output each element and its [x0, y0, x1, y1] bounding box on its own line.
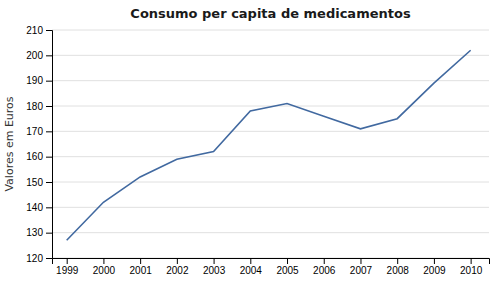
- y-tick: 120: [26, 253, 52, 264]
- y-tick-mark: [46, 182, 52, 183]
- x-tick-label: 2010: [460, 265, 483, 276]
- x-tick: 2004: [240, 258, 263, 276]
- grid-line: [52, 30, 489, 31]
- x-tick: 2008: [387, 258, 410, 276]
- x-tick-label: 2002: [166, 265, 189, 276]
- x-tick-label: 2004: [240, 265, 263, 276]
- y-axis-line: [46, 31, 53, 259]
- x-tick-label: 2000: [93, 265, 116, 276]
- x-tick-mark: [177, 258, 178, 264]
- x-tick-mark: [103, 258, 104, 264]
- x-axis: 1999 2000 2001 2002 2003 2004 2005 2006 2007 2008…: [53, 258, 490, 276]
- x-tick: 2005: [276, 258, 299, 276]
- grid-line: [52, 156, 489, 157]
- x-tick-label: 2009: [423, 265, 446, 276]
- grid-line: [52, 131, 489, 132]
- y-tick-label: 210: [26, 25, 43, 36]
- x-tick: 2001: [130, 258, 153, 276]
- x-tick-mark: [397, 258, 398, 264]
- x-axis-line: [53, 259, 490, 265]
- chart: 1999 2000 2001 2002 2003 2004 2005 2006 2007 2008…: [0, 0, 503, 284]
- x-tick-label: 2005: [276, 265, 299, 276]
- x-tick-label: 2008: [387, 265, 410, 276]
- marks: [67, 50, 471, 240]
- y-tick-mark: [46, 131, 52, 132]
- x-tick-mark: [287, 258, 288, 264]
- x-tick-label: 2001: [130, 265, 153, 276]
- x-tick: 2006: [313, 258, 336, 276]
- y-tick-mark: [46, 157, 52, 158]
- y-tick-label: 190: [26, 75, 43, 86]
- grid-line: [52, 182, 489, 183]
- y-tick-label: 160: [26, 151, 43, 162]
- x-tick-mark: [434, 258, 435, 264]
- y-tick-mark: [46, 207, 52, 208]
- y-tick: 210: [26, 25, 52, 36]
- grid-line: [52, 207, 489, 208]
- x-tick-mark: [140, 258, 141, 264]
- x-tick: 1999: [56, 258, 79, 276]
- y-tick-label: 180: [26, 101, 43, 112]
- y-tick-label: 150: [26, 177, 43, 188]
- y-tick-mark: [46, 106, 52, 107]
- x-tick: 2009: [423, 258, 446, 276]
- y-tick: 130: [26, 227, 52, 238]
- y-tick-label: 130: [26, 227, 43, 238]
- x-tick-mark: [471, 258, 472, 264]
- y-tick-label: 200: [26, 50, 43, 61]
- x-tick: 2002: [166, 258, 189, 276]
- y-tick-mark: [46, 258, 52, 259]
- x-tick-label: 1999: [56, 265, 79, 276]
- y-tick-label: 170: [26, 126, 43, 137]
- y-tick-label: 140: [26, 202, 43, 213]
- y-tick-mark: [46, 233, 52, 234]
- x-tick-mark: [360, 258, 361, 264]
- plot-area: 1999 2000 2001 2002 2003 2004 2005 2006 2007 2008…: [26, 25, 489, 276]
- x-tick-label: 2003: [203, 265, 226, 276]
- grid-line: [52, 55, 489, 56]
- y-tick: 180: [26, 101, 52, 112]
- y-tick: 170: [26, 126, 52, 137]
- y-axis-title: Valores em Euros: [3, 96, 16, 191]
- title: Consumo per capita de medicamentos: [130, 6, 411, 21]
- grid-line: [52, 80, 489, 81]
- x-tick: 2000: [93, 258, 116, 276]
- x-tick-mark: [67, 258, 68, 264]
- x-tick: 2003: [203, 258, 226, 276]
- y-tick: 190: [26, 75, 52, 86]
- y-tick: 140: [26, 202, 52, 213]
- y-tick: 160: [26, 151, 52, 162]
- grid: [52, 30, 489, 258]
- grid-line: [52, 232, 489, 233]
- x-tick-mark: [324, 258, 325, 264]
- x-tick-mark: [250, 258, 251, 264]
- y-tick-mark: [46, 30, 52, 31]
- x-tick: 2010: [460, 258, 483, 276]
- y-axis: 120 130 140 150 160 170 180 190 200 210: [26, 25, 52, 264]
- x-tick-label: 2006: [313, 265, 336, 276]
- x-tick-label: 2007: [350, 265, 373, 276]
- y-tick-mark: [46, 55, 52, 56]
- x-tick-mark: [214, 258, 215, 264]
- y-tick-label: 120: [26, 253, 43, 264]
- y-tick-mark: [46, 81, 52, 82]
- y-tick: 150: [26, 177, 52, 188]
- x-tick: 2007: [350, 258, 373, 276]
- y-tick: 200: [26, 50, 52, 61]
- line: [67, 50, 471, 240]
